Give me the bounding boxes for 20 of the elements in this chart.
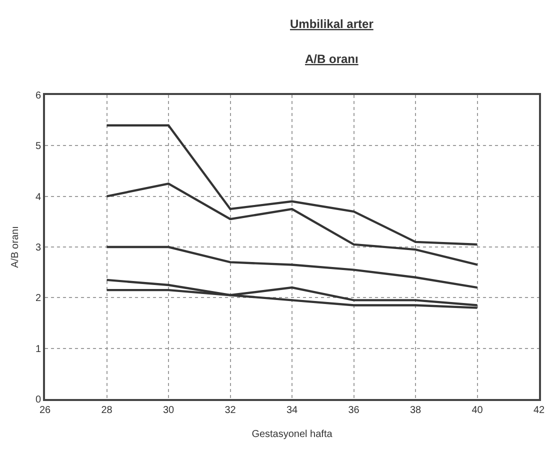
- x-tick-label: 42: [533, 405, 545, 416]
- x-tick-label: 38: [410, 405, 422, 416]
- x-axis-title: Gestasyonel hafta: [252, 429, 333, 440]
- x-tick-label: 26: [39, 405, 51, 416]
- y-tick-label: 6: [35, 90, 42, 102]
- chart-title: Umbilikal arter: [290, 17, 374, 31]
- chart-subtitle: A/B oranı: [305, 52, 358, 66]
- x-tick-label: 32: [224, 405, 236, 416]
- x-tick-label: 30: [162, 405, 174, 416]
- x-tick-label: 28: [101, 405, 113, 416]
- y-tick-label: 0: [35, 394, 42, 406]
- y-tick-label: 2: [35, 293, 42, 304]
- y-axis-title: A/B oranı: [10, 226, 21, 268]
- y-tick-label: 4: [35, 192, 42, 203]
- x-tick-label: 34: [286, 405, 298, 416]
- y-tick-label: 3: [35, 242, 42, 254]
- y-tick-label: 1: [35, 344, 42, 355]
- x-tick-label: 36: [348, 405, 360, 416]
- x-tick-label: 40: [472, 405, 484, 416]
- y-tick-label: 5: [35, 141, 42, 152]
